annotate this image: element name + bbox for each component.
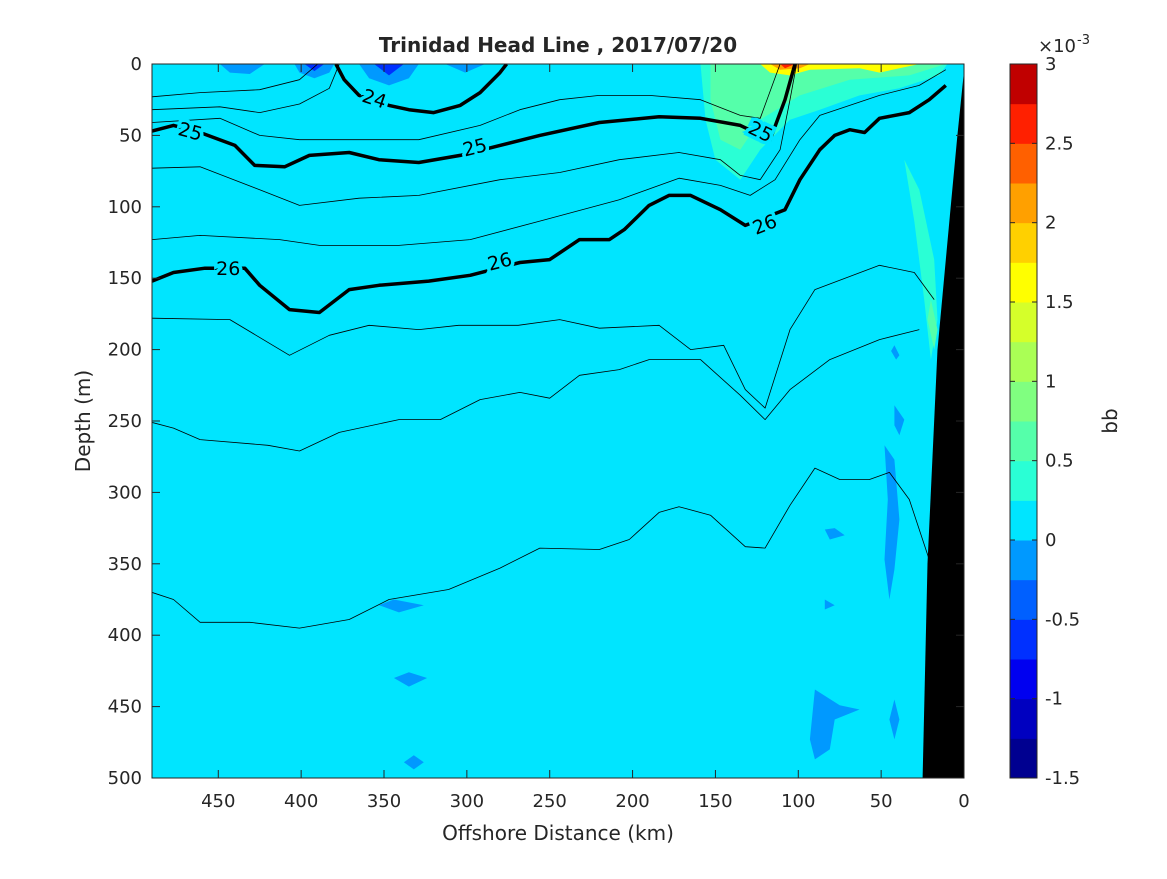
colorbar-tick-label: 1.5 [1045,292,1074,313]
filled-contour [884,445,900,600]
x-tick-label: 100 [781,791,815,812]
x-tick-label: 200 [615,791,649,812]
seafloor [922,71,964,778]
colorbar-band [1010,64,1037,105]
filled-contour [403,755,424,770]
colorbar-band [1010,381,1037,422]
y-tick-label: 350 [108,554,142,575]
filled-contour [824,528,845,540]
colorbar-band [1010,262,1037,303]
filled-contour [294,64,335,79]
contour-line [152,467,930,629]
colorbar-band [1010,619,1037,660]
x-tick-label: 350 [367,791,401,812]
filled-contour [379,599,424,613]
filled-contour [445,64,486,73]
chart-title: Trinidad Head Line , 2017/07/20 [379,33,737,57]
colorbar-band [1010,302,1037,343]
colorbar-scale-exponent: -3 [1077,33,1090,48]
contour-line [152,64,781,141]
contour-line [152,69,947,246]
colorbar-band [1010,540,1037,581]
colorbar-band [1010,222,1037,263]
colorbar-band [1010,698,1037,739]
y-tick-label: 450 [108,697,142,718]
colorbar-tick-label: -1 [1045,689,1063,710]
colorbar-band [1010,500,1037,541]
filled-contour [809,689,860,760]
y-tick-label: 100 [108,197,142,218]
x-tick-label: 50 [870,791,893,812]
x-tick-label: 0 [958,791,969,812]
colorbar-tick-label: 0 [1045,530,1056,551]
colorbar-box [1009,63,1038,779]
y-tick-label: 200 [108,340,142,361]
x-tick-label: 400 [284,791,318,812]
y-tick-label: 50 [119,125,142,146]
colorbar-tick-label: 1 [1045,371,1056,392]
filled-contour [894,405,905,436]
field [152,64,964,778]
filled-contour [710,64,946,150]
contour-line-labeled [152,64,797,169]
x-axis-label: Offshore Distance (km) [442,821,674,845]
colorbar-band [1010,341,1037,382]
filled-contour [770,64,810,70]
filled-contour [393,672,428,687]
x-tick-label: 300 [450,791,484,812]
colorbar-band [1010,738,1037,779]
filled-contour [824,599,835,610]
x-tick-label: 250 [533,791,567,812]
colorbar-tick-label: -0.5 [1045,609,1080,630]
filled-contour [891,345,900,360]
y-tick-label: 0 [131,54,142,75]
filled-contour [304,64,325,72]
contour-label: 26 [216,258,240,280]
y-tick-label: 500 [108,768,142,789]
contour-line-labeled [334,64,508,115]
y-tick-label: 250 [108,411,142,432]
filled-contour [889,699,900,740]
y-tick-label: 400 [108,625,142,646]
colorbar-band [1010,421,1037,462]
colorbar-tick-label: 2.5 [1045,133,1074,154]
y-tick-label: 150 [108,268,142,289]
colorbar-tick-label: 0.5 [1045,451,1074,472]
colorbar-band [1010,579,1037,620]
colorbar-band [1010,183,1037,224]
colorbar-tick-label: -1.5 [1045,768,1080,789]
filled-contour [780,64,795,69]
contour-line [152,64,340,113]
contour-line [152,64,318,98]
contour-line-labeled [152,84,947,315]
axes: 450 400 350 300 250 200 150 100 50 00501001502002… [108,54,1080,812]
x-tick-label: 450 [201,791,235,812]
y-axis-label: Depth (m) [71,370,95,472]
filled-contour [927,299,938,350]
colorbar-tick-label: 3 [1045,54,1056,75]
colorbar-band [1010,460,1037,501]
colorbar-tick-label: 2 [1045,213,1056,234]
colorbar-band [1010,103,1037,144]
contour-line [152,329,920,452]
colorbar-scale-base: ×10 [1038,36,1076,57]
y-tick-label: 300 [108,482,142,503]
x-tick-label: 150 [698,791,732,812]
filled-contour [219,64,265,74]
colorbar-label: bb [1098,408,1122,433]
colorbar-band [1010,659,1037,700]
contour-line [152,264,935,409]
colorbar-band [1010,143,1037,184]
contour-line [152,64,797,206]
filled-contour [374,64,404,76]
